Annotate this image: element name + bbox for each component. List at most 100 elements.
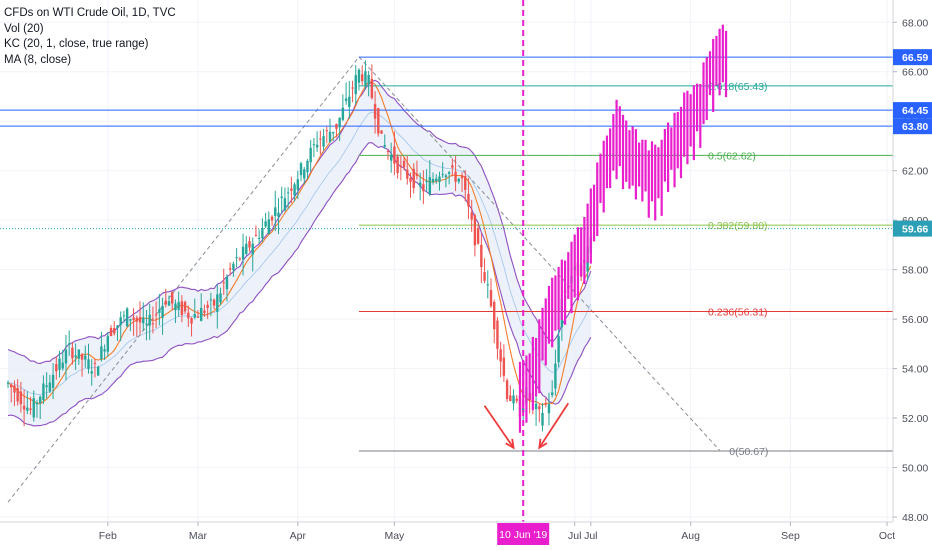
candle (154, 301, 158, 329)
candle (286, 187, 290, 210)
candle-body (209, 299, 213, 301)
candle (129, 318, 132, 332)
legend-volume[interactable]: Vol (20) (4, 22, 44, 35)
candle-body (103, 349, 106, 352)
legend-keltner-channel[interactable]: KC (20, 1, close, true range) (4, 38, 149, 50)
candle-body (84, 355, 87, 360)
candle-body (399, 165, 403, 167)
candle (460, 172, 464, 192)
candle-body (232, 263, 235, 271)
candle-body (364, 71, 367, 86)
candle (303, 166, 306, 185)
legend-symbol[interactable]: CFDs on WTI Crude Oil, 1D, TVC (4, 7, 176, 19)
candle-body (225, 276, 229, 290)
candle-body (58, 358, 61, 370)
candle (22, 389, 26, 427)
candle (267, 211, 271, 235)
candle (361, 65, 364, 86)
candle (544, 398, 547, 408)
fib-label-0.5: 0.5(62.62) (708, 150, 756, 162)
candle-body (71, 347, 74, 359)
candle-body (42, 383, 45, 401)
candle-body (299, 163, 303, 176)
candle-body (119, 317, 122, 326)
candle-body (100, 346, 103, 360)
candle-body (142, 317, 145, 324)
candle (306, 159, 309, 180)
candle-body (77, 349, 81, 359)
time-tick-label: Jul (568, 530, 581, 542)
candle-body (431, 179, 435, 183)
candle-body (55, 364, 58, 372)
candle-body (177, 301, 180, 310)
candle (454, 155, 457, 191)
red-arrow-left (483, 405, 515, 449)
candle-body (6, 382, 10, 384)
keltner-lower (7, 142, 592, 427)
candle-body (296, 179, 299, 190)
candle-body (502, 357, 506, 376)
candle (264, 212, 267, 229)
candle-body (493, 301, 496, 330)
candle-body (354, 75, 357, 95)
candle (274, 190, 277, 232)
candle (32, 390, 35, 422)
candle-body (505, 380, 509, 399)
candle (74, 343, 77, 370)
candle (550, 380, 554, 398)
candle (174, 299, 177, 324)
price-axis-bg (893, 0, 932, 550)
candle (270, 215, 274, 226)
candle-body (129, 319, 132, 321)
price-tick-label: 56.00 (902, 314, 928, 326)
candle (164, 288, 167, 308)
candle (222, 268, 225, 295)
candle-body (135, 317, 138, 322)
candle-body (328, 131, 332, 142)
candle (16, 379, 19, 406)
candle (396, 154, 399, 179)
candle (293, 182, 296, 202)
candle (290, 176, 293, 204)
candle (180, 295, 184, 323)
candle-body (203, 310, 206, 313)
price-tick-label: 58.00 (902, 265, 928, 277)
candle (438, 171, 441, 191)
candle (357, 68, 361, 91)
candle-body (534, 403, 538, 410)
candle-body (509, 395, 512, 402)
candle (238, 257, 242, 262)
candle (467, 178, 470, 220)
candle-body (39, 396, 42, 404)
candle (393, 131, 396, 176)
candle (486, 270, 489, 299)
candle (412, 163, 415, 194)
candle (19, 381, 23, 413)
candle-body (183, 301, 187, 312)
candle-body (447, 172, 451, 174)
candle (332, 131, 335, 142)
candle-body (19, 391, 23, 405)
candle-body (219, 293, 222, 303)
price-tick-label: 50.00 (902, 463, 928, 475)
candle-body (245, 243, 248, 255)
candle (138, 301, 142, 335)
candle (444, 173, 448, 188)
candle-body (248, 241, 251, 248)
candle-body (550, 392, 554, 396)
price-label: 66.59 (902, 52, 928, 64)
candle (93, 358, 97, 378)
candle (322, 128, 325, 151)
candle-body (113, 328, 116, 334)
candle-body (122, 315, 126, 317)
legend-moving-average[interactable]: MA (8, close) (4, 53, 72, 66)
candle-body (196, 316, 200, 318)
candle (538, 403, 541, 423)
candle (399, 155, 403, 181)
candle (64, 334, 68, 381)
candle (473, 213, 477, 257)
candle-body (373, 104, 377, 119)
candle (496, 317, 499, 360)
candle-body (293, 184, 296, 196)
